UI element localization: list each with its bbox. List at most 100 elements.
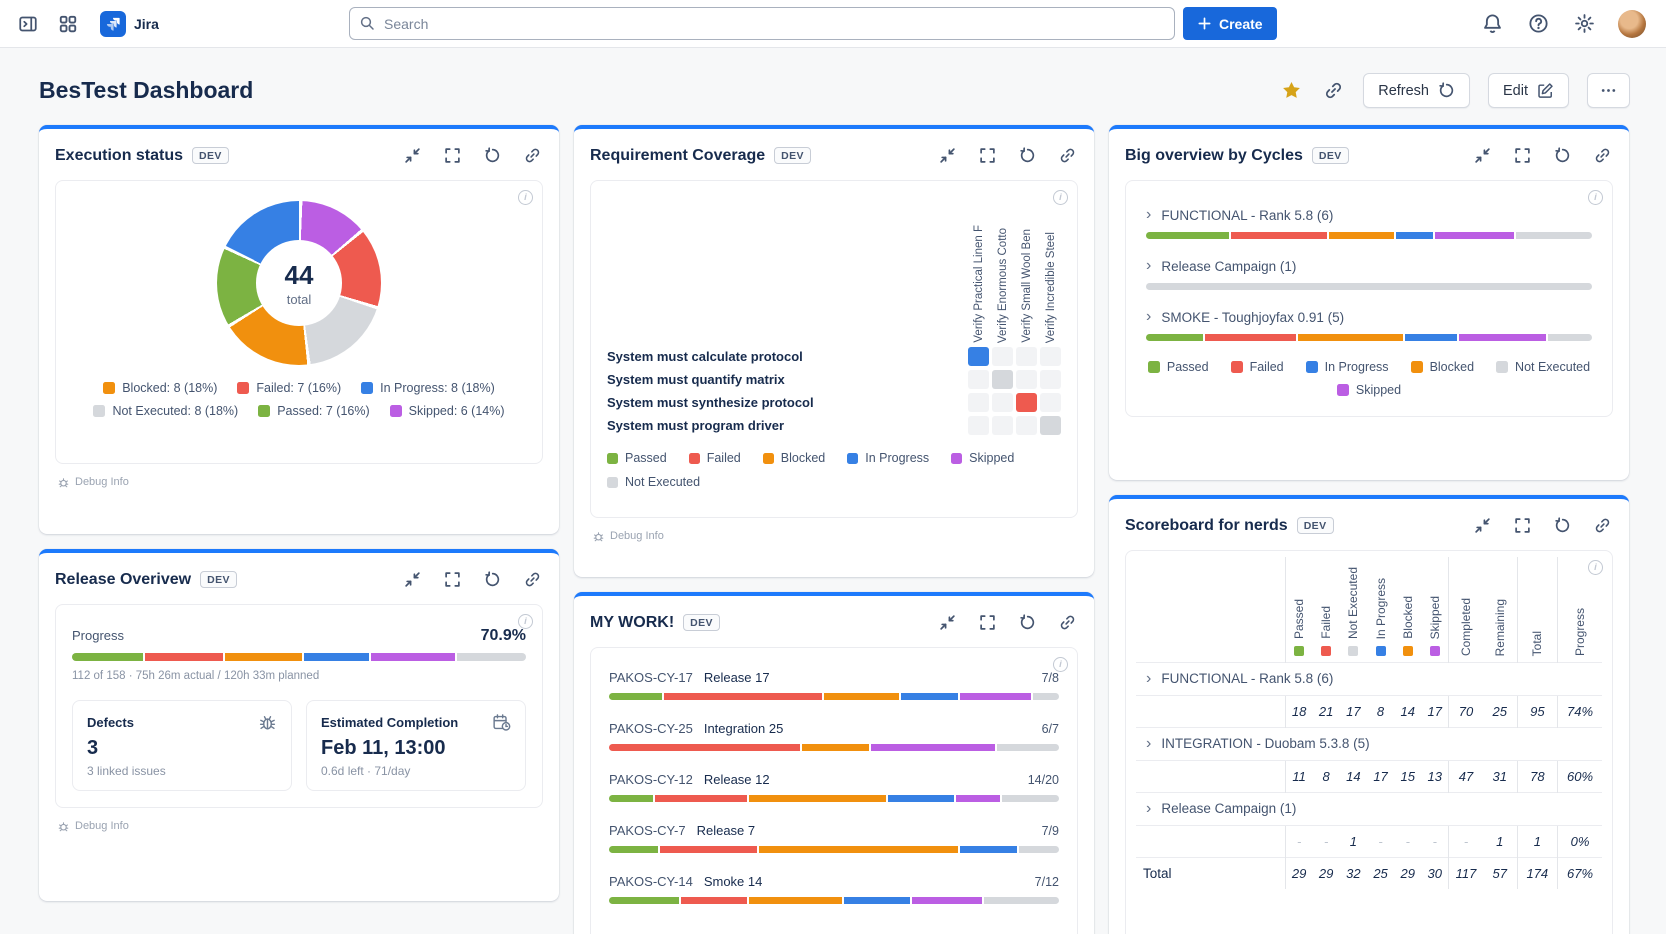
bar-segment xyxy=(681,897,748,904)
settings-button[interactable] xyxy=(1572,11,1597,36)
widget-refresh-button[interactable] xyxy=(1017,612,1038,633)
coverage-column-headers: Verify Practical Linen F Verify Enormous… xyxy=(607,193,1061,343)
cycle-group-toggle[interactable]: Release Campaign (1) xyxy=(1146,258,1592,274)
progress-subtext: 112 of 158 · 75h 26m actual / 120h 33m p… xyxy=(72,670,320,682)
scoreboard-group-row[interactable]: Release Campaign (1) xyxy=(1136,792,1602,826)
legend-swatch xyxy=(93,405,106,417)
defects-card: Defects 3 3 linked issues xyxy=(72,700,292,791)
more-actions-button[interactable] xyxy=(1587,73,1630,108)
collapse-button[interactable] xyxy=(402,569,423,590)
cycle-group-toggle[interactable]: FUNCTIONAL - Rank 5.8 (6) xyxy=(1146,207,1592,223)
widget-link-button[interactable] xyxy=(522,569,543,590)
info-icon[interactable] xyxy=(518,190,533,205)
info-icon[interactable] xyxy=(1588,560,1603,575)
debug-info-link[interactable]: Debug Info xyxy=(1109,427,1629,442)
widget-link-button[interactable] xyxy=(522,145,543,166)
debug-info-link[interactable]: Debug Info xyxy=(39,474,559,501)
col-header-failed: Failed xyxy=(1313,557,1340,663)
expand-button[interactable] xyxy=(977,145,998,166)
coverage-cell xyxy=(1040,370,1061,389)
scoreboard-group-row[interactable]: INTEGRATION - Duobam 5.3.8 (5) xyxy=(1136,727,1602,761)
bar-segment xyxy=(609,897,680,904)
coverage-column-label: Verify Small Wool Ben xyxy=(1020,229,1033,343)
coverage-row: System must program driver xyxy=(607,416,1061,435)
work-item: PAKOS-CY-25 Integration 25 6/7 xyxy=(609,721,1059,751)
widget-my-work: MY WORK! DEV PAKOS-CY-17 Release 17 xyxy=(574,592,1094,934)
link-icon xyxy=(1059,147,1076,164)
col-header-completed: Completed xyxy=(1448,557,1483,663)
refresh-icon xyxy=(484,147,501,164)
jira-logo[interactable]: Jira xyxy=(100,10,159,37)
dev-badge: DEV xyxy=(683,614,720,631)
coverage-column-label: Verify Incredible Steel xyxy=(1044,231,1057,343)
refresh-button[interactable]: Refresh xyxy=(1363,73,1470,108)
cycle-name: Release 17 xyxy=(703,670,770,685)
issue-key-link[interactable]: PAKOS-CY-12 xyxy=(609,772,693,787)
debug-info-link[interactable]: Debug Info xyxy=(574,528,1094,555)
scoreboard-header-row: Passed Failed Not Executed In Progress B… xyxy=(1136,557,1602,663)
widget-refresh-button[interactable] xyxy=(1552,515,1573,536)
cycle-group-toggle[interactable]: SMOKE - Toughjoyfax 0.91 (5) xyxy=(1146,309,1592,325)
sidebar-toggle-button[interactable] xyxy=(16,12,40,36)
expand-button[interactable] xyxy=(977,612,998,633)
legend-item: Passed xyxy=(1147,360,1209,374)
widget-link-button[interactable] xyxy=(1592,515,1613,536)
scoreboard-group-row[interactable]: FUNCTIONAL - Rank 5.8 (6) xyxy=(1136,662,1602,696)
user-avatar[interactable] xyxy=(1618,9,1646,38)
widget-refresh-button[interactable] xyxy=(1017,145,1038,166)
widget-refresh-button[interactable] xyxy=(482,569,503,590)
coverage-cell xyxy=(1016,370,1037,389)
issue-key-link[interactable]: PAKOS-CY-17 xyxy=(609,670,693,685)
debug-info-link[interactable]: Debug Info xyxy=(39,818,559,845)
expand-button[interactable] xyxy=(442,569,463,590)
coverage-cell xyxy=(1016,416,1037,435)
legend-item: Skipped xyxy=(951,451,1014,465)
legend-item: Passed xyxy=(607,451,667,465)
bar-segment xyxy=(749,795,886,802)
widget-link-button[interactable] xyxy=(1057,145,1078,166)
issue-key-link[interactable]: PAKOS-CY-14 xyxy=(609,874,693,889)
progress-label: Progress xyxy=(72,628,125,643)
notifications-button[interactable] xyxy=(1480,11,1505,36)
bar-segment xyxy=(960,693,1031,700)
info-icon[interactable] xyxy=(518,614,533,629)
expand-icon xyxy=(444,571,461,588)
collapse-button[interactable] xyxy=(937,612,958,633)
collapse-button[interactable] xyxy=(1472,515,1493,536)
issue-key-link[interactable]: PAKOS-CY-25 xyxy=(609,721,693,736)
work-item: PAKOS-CY-17 Release 17 7/8 xyxy=(609,670,1059,700)
issue-key-link[interactable]: PAKOS-CY-7 xyxy=(609,823,686,838)
widget-refresh-button[interactable] xyxy=(1552,145,1573,166)
expand-button[interactable] xyxy=(442,145,463,166)
dev-badge: DEV xyxy=(1296,517,1334,534)
info-icon[interactable] xyxy=(1588,190,1603,205)
edit-button[interactable]: Edit xyxy=(1488,73,1569,108)
widget-refresh-button[interactable] xyxy=(482,145,503,166)
collapse-button[interactable] xyxy=(402,145,423,166)
info-icon[interactable] xyxy=(1053,190,1068,205)
app-switcher-button[interactable] xyxy=(56,12,80,36)
coverage-cell xyxy=(1040,347,1061,366)
expand-button[interactable] xyxy=(1512,515,1533,536)
debug-icon xyxy=(593,531,604,542)
status-swatch xyxy=(1348,646,1359,657)
col-header-skipped: Skipped xyxy=(1421,557,1448,663)
create-button[interactable]: Create xyxy=(1183,7,1277,40)
expand-button[interactable] xyxy=(1512,145,1533,166)
bar-segment xyxy=(887,795,954,802)
widget-link-button[interactable] xyxy=(1592,145,1613,166)
bar-segment xyxy=(145,653,223,661)
collapse-button[interactable] xyxy=(1472,145,1493,166)
expand-icon xyxy=(1514,517,1531,534)
help-button[interactable] xyxy=(1526,11,1551,36)
legend-swatch xyxy=(361,382,374,394)
info-icon[interactable] xyxy=(1053,657,1068,672)
search-input[interactable] xyxy=(349,7,1175,40)
expand-icon xyxy=(1514,147,1531,164)
widget-link-button[interactable] xyxy=(1057,612,1078,633)
bar-segment xyxy=(659,846,757,853)
coverage-cell xyxy=(992,393,1013,412)
copy-link-button[interactable] xyxy=(1322,79,1345,102)
collapse-button[interactable] xyxy=(937,145,958,166)
favorite-star-button[interactable] xyxy=(1279,78,1304,103)
